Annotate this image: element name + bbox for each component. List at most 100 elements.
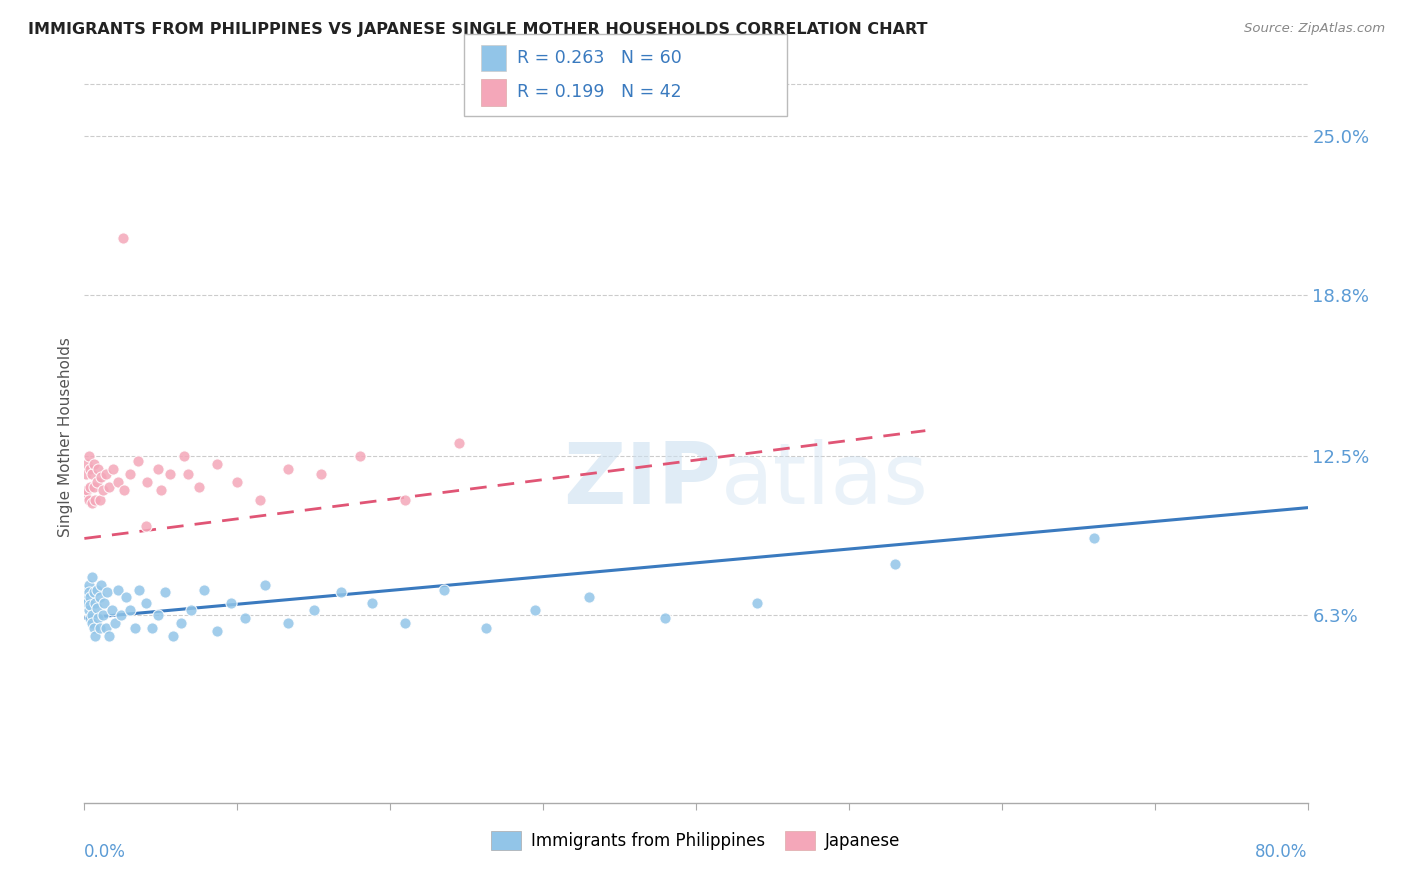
Point xyxy=(89,591,111,605)
Text: 80.0%: 80.0% xyxy=(1256,843,1308,861)
Point xyxy=(120,467,142,482)
Point xyxy=(394,616,416,631)
Point xyxy=(120,603,142,617)
Text: IMMIGRANTS FROM PHILIPPINES VS JAPANESE SINGLE MOTHER HOUSEHOLDS CORRELATION CHA: IMMIGRANTS FROM PHILIPPINES VS JAPANESE … xyxy=(28,22,928,37)
Point xyxy=(75,582,97,597)
Point xyxy=(111,231,134,245)
Point xyxy=(79,462,101,476)
Point xyxy=(155,585,177,599)
Point xyxy=(146,608,169,623)
Point xyxy=(96,585,118,599)
Text: ZIP: ZIP xyxy=(562,440,720,523)
Point xyxy=(87,462,110,476)
Point xyxy=(524,603,547,617)
Point xyxy=(124,621,146,635)
Point xyxy=(127,454,149,468)
Point xyxy=(883,557,905,571)
Point xyxy=(578,591,600,605)
Point xyxy=(75,488,97,502)
Text: Source: ZipAtlas.com: Source: ZipAtlas.com xyxy=(1244,22,1385,36)
Point xyxy=(94,467,117,482)
Point xyxy=(86,475,108,489)
Point xyxy=(80,616,103,631)
Point xyxy=(77,577,100,591)
Point xyxy=(107,475,129,489)
Point xyxy=(75,467,97,482)
Point xyxy=(177,467,200,482)
Point xyxy=(94,621,117,635)
Point xyxy=(654,611,676,625)
Point xyxy=(80,570,103,584)
Point xyxy=(80,608,103,623)
Point xyxy=(87,611,110,625)
Point xyxy=(84,492,107,507)
Point xyxy=(80,467,103,482)
Point xyxy=(83,621,105,635)
Legend: Immigrants from Philippines, Japanese: Immigrants from Philippines, Japanese xyxy=(485,824,907,856)
Point xyxy=(302,603,325,617)
Point xyxy=(84,629,107,643)
Point xyxy=(90,577,112,591)
Point xyxy=(79,598,101,612)
Point xyxy=(91,608,114,623)
Point xyxy=(1083,532,1105,546)
Point xyxy=(91,483,114,497)
Point xyxy=(77,492,100,507)
Point xyxy=(277,616,299,631)
Point xyxy=(180,603,202,617)
Point xyxy=(86,582,108,597)
Text: R = 0.199   N = 42: R = 0.199 N = 42 xyxy=(517,83,682,102)
Point xyxy=(90,470,112,484)
Point xyxy=(77,450,100,464)
Point xyxy=(447,436,470,450)
Point xyxy=(173,450,195,464)
Point xyxy=(83,585,105,599)
Text: R = 0.263   N = 60: R = 0.263 N = 60 xyxy=(517,49,682,67)
Point xyxy=(394,492,416,507)
Point xyxy=(433,582,456,597)
Point xyxy=(83,457,105,471)
Point xyxy=(207,457,229,471)
Point xyxy=(159,467,181,482)
Point xyxy=(79,480,101,494)
Point xyxy=(249,492,271,507)
Point xyxy=(80,495,103,509)
Y-axis label: Single Mother Households: Single Mother Households xyxy=(58,337,73,537)
Point xyxy=(162,629,184,643)
Point xyxy=(330,585,353,599)
Point xyxy=(360,596,382,610)
Point xyxy=(188,480,211,494)
Point xyxy=(76,596,98,610)
Point xyxy=(141,621,163,635)
Point xyxy=(77,603,100,617)
Point xyxy=(76,483,98,497)
Point xyxy=(114,591,136,605)
Point xyxy=(110,608,132,623)
Point xyxy=(83,480,105,494)
Point xyxy=(112,483,135,497)
Point xyxy=(193,582,215,597)
Point xyxy=(86,600,108,615)
Point xyxy=(475,621,498,635)
Point xyxy=(128,582,150,597)
Point xyxy=(170,616,193,631)
Point xyxy=(149,483,172,497)
Text: 0.0%: 0.0% xyxy=(84,843,127,861)
Point xyxy=(349,450,371,464)
Point xyxy=(93,596,115,610)
Text: atlas: atlas xyxy=(720,440,928,523)
Point xyxy=(146,462,169,476)
Point xyxy=(89,621,111,635)
Point xyxy=(79,611,101,625)
Point xyxy=(76,591,98,605)
Point xyxy=(207,624,229,638)
Point xyxy=(84,596,107,610)
Point xyxy=(97,480,120,494)
Point xyxy=(101,603,124,617)
Point xyxy=(233,611,256,625)
Point xyxy=(77,585,100,599)
Point xyxy=(747,596,769,610)
Point xyxy=(107,582,129,597)
Point xyxy=(136,475,159,489)
Point xyxy=(135,596,157,610)
